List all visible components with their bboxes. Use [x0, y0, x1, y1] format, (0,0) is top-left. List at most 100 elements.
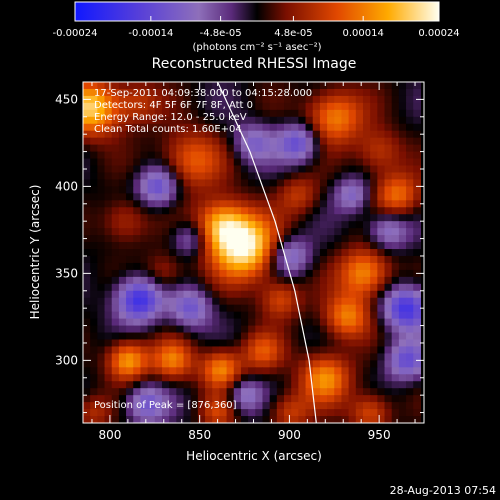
heatmap-cell: [276, 332, 285, 341]
heatmap-cell: [90, 388, 98, 396]
heatmap-cell: [183, 158, 192, 167]
heatmap-cell: [154, 130, 163, 139]
heatmap-cell: [140, 179, 149, 187]
heatmap-cell: [190, 165, 199, 174]
heatmap-cell: [140, 116, 149, 125]
heatmap-cell: [406, 332, 414, 341]
heatmap-cell: [334, 137, 343, 146]
heatmap-cell: [111, 200, 120, 208]
heatmap-cell: [97, 137, 106, 146]
rhessi-image: [83, 82, 424, 423]
heatmap-cell: [197, 130, 206, 139]
heatmap-cell: [384, 235, 393, 243]
heatmap-cell: [219, 402, 228, 410]
heatmap-cell: [83, 242, 91, 250]
heatmap-cell: [226, 151, 235, 160]
heatmap-cell: [276, 186, 285, 194]
heatmap-cell: [370, 130, 378, 139]
heatmap-cell: [413, 339, 422, 348]
heatmap-cell: [391, 235, 400, 243]
heatmap-cell: [126, 193, 134, 201]
heatmap-cell: [398, 242, 407, 250]
heatmap-cell: [406, 283, 414, 292]
heatmap-cell: [355, 283, 364, 292]
heatmap-cell: [327, 290, 335, 299]
heatmap-cell: [355, 179, 364, 187]
heatmap-cell: [212, 339, 220, 348]
heatmap-cell: [413, 416, 422, 423]
heatmap-cell: [413, 249, 422, 257]
heatmap-cell: [391, 102, 400, 111]
heatmap-cell: [97, 228, 106, 236]
heatmap-cell: [305, 158, 314, 167]
heatmap-cell: [219, 346, 228, 355]
heatmap-cell: [262, 381, 271, 389]
heatmap-cell: [83, 353, 91, 361]
heatmap-cell: [248, 172, 256, 181]
heatmap-cell: [255, 276, 264, 285]
heatmap-cell: [104, 255, 113, 264]
heatmap-cell: [262, 200, 271, 208]
heatmap-cell: [269, 395, 278, 403]
heatmap-cell: [255, 200, 264, 208]
heatmap-cell: [90, 311, 98, 320]
heatmap-cell: [298, 262, 307, 271]
heatmap-cell: [319, 353, 328, 361]
heatmap-cell: [334, 228, 343, 236]
heatmap-cell: [276, 325, 285, 334]
heatmap-cell: [197, 95, 206, 104]
heatmap-cell: [118, 325, 127, 334]
heatmap-cell: [262, 395, 271, 403]
heatmap-cell: [312, 186, 321, 194]
heatmap-cell: [284, 416, 292, 423]
heatmap-cell: [262, 367, 271, 375]
heatmap-cell: [219, 262, 228, 271]
heatmap-cell: [233, 269, 242, 278]
heatmap-cell: [176, 255, 185, 264]
heatmap-cell: [355, 311, 364, 320]
heatmap-cell: [370, 144, 378, 153]
heatmap-cell: [104, 249, 113, 257]
peak-position-label: Position of Peak = [876,360]: [94, 400, 237, 411]
heatmap-cell: [334, 304, 343, 313]
heatmap-cell: [276, 151, 285, 160]
heatmap-cell: [83, 283, 91, 292]
heatmap-cell: [362, 249, 371, 257]
heatmap-cell: [126, 332, 134, 341]
heatmap-cell: [269, 193, 278, 201]
heatmap-cell: [126, 402, 134, 410]
heatmap-cell: [262, 123, 271, 132]
heatmap-cell: [161, 137, 170, 146]
heatmap-cell: [190, 290, 199, 299]
heatmap-cell: [161, 235, 170, 243]
heatmap-cell: [334, 102, 343, 111]
heatmap-cell: [176, 311, 185, 320]
heatmap-cell: [262, 353, 271, 361]
heatmap-cell: [212, 269, 220, 278]
heatmap-cell: [133, 186, 142, 194]
heatmap-cell: [341, 353, 350, 361]
heatmap-cell: [111, 395, 120, 403]
heatmap-cell: [212, 388, 220, 396]
heatmap-cell: [362, 186, 371, 194]
heatmap-cell: [398, 304, 407, 313]
heatmap-cell: [334, 402, 343, 410]
heatmap-cell: [298, 402, 307, 410]
heatmap-cell: [377, 235, 386, 243]
heatmap-cell: [248, 381, 256, 389]
heatmap-cell: [219, 276, 228, 285]
heatmap-cell: [413, 374, 422, 382]
heatmap-cell: [140, 242, 149, 250]
heatmap-cell: [312, 242, 321, 250]
heatmap-cell: [355, 353, 364, 361]
heatmap-cell: [190, 123, 199, 132]
heatmap-cell: [362, 325, 371, 334]
heatmap-cell: [219, 144, 228, 153]
heatmap-cell: [370, 193, 378, 201]
heatmap-cell: [413, 235, 422, 243]
heatmap-cell: [334, 339, 343, 348]
heatmap-cell: [133, 221, 142, 229]
heatmap-cell: [377, 290, 386, 299]
heatmap-cell: [226, 144, 235, 153]
